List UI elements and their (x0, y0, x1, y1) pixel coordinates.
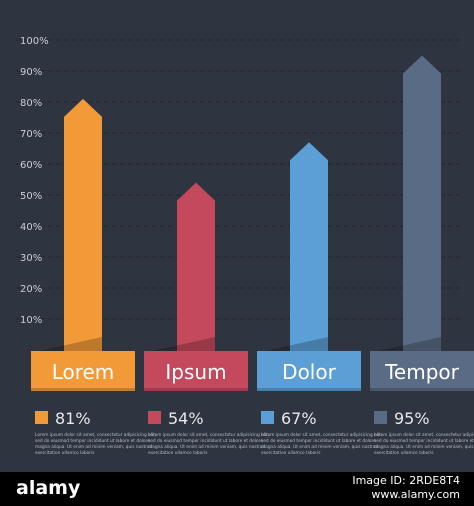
legend-swatch (374, 411, 387, 424)
description-text: Lorem ipsum dolor sit amet, consectetur … (374, 432, 474, 438)
footer-image-id: Image ID: 2RDE8T4 (352, 474, 460, 487)
bar-fold-shadow (39, 337, 102, 351)
chart-area: 10% 20% 30% 40% 50% 60% 70% 80% 90% 100% Lorem 81% L… (16, 36, 474, 456)
bar-fold-shadow (378, 337, 441, 351)
description-text: sed do eiusmod tempor incididunt ut labo… (148, 438, 263, 444)
description-text: exercitation ullamco laboris (261, 450, 321, 456)
description-text: exercitation ullamco laboris (374, 450, 434, 456)
bar-fold-shadow (152, 337, 215, 351)
y-tick-label: 40% (20, 222, 42, 233)
description-text: sed do eiusmod tempor incididunt ut labo… (35, 438, 150, 444)
category-label: Dolor (282, 360, 336, 384)
category-label: Tempor (384, 360, 460, 384)
category-banner (257, 351, 361, 391)
value-label: 67% (281, 409, 317, 428)
bar-dolor (290, 142, 328, 351)
y-tick-label: 60% (20, 160, 42, 171)
description-text: magna aliqua. Ut enim ad minim veniam, q… (148, 444, 266, 450)
category-label: Ipsum (165, 360, 226, 384)
description-text: magna aliqua. Ut enim ad minim veniam, q… (261, 444, 379, 450)
value-label: 81% (55, 409, 91, 428)
bar-tempor (403, 55, 441, 351)
category-label: Lorem (52, 360, 115, 384)
description-text: Lorem ipsum dolor sit amet, consectetur … (35, 432, 156, 438)
y-tick-label: 50% (20, 191, 42, 202)
category-banner (144, 351, 248, 391)
y-tick-label: 20% (20, 284, 42, 295)
description-text: exercitation ullamco laboris (148, 450, 208, 456)
banner-edge (370, 388, 474, 391)
legend-swatch (261, 411, 274, 424)
y-tick-label: 10% (20, 315, 42, 326)
y-tick-label: 70% (20, 129, 42, 140)
banner-edge (257, 388, 361, 391)
category-banner (370, 351, 474, 391)
banner-edge (144, 388, 248, 391)
description-text: sed do eiusmod tempor incididunt ut labo… (374, 438, 474, 444)
category-banner (31, 351, 135, 391)
footer-brand-logo: alamy (16, 477, 81, 499)
value-label: 54% (168, 409, 204, 428)
bar-chart: 10% 20% 30% 40% 50% 60% 70% 80% 90% 100% Lorem 81% L… (16, 36, 474, 456)
legend-swatch (148, 411, 161, 424)
y-tick-label: 30% (20, 253, 42, 264)
legend-swatch (35, 411, 48, 424)
description-text: magna aliqua. Ut enim ad minim veniam, q… (374, 444, 474, 450)
bar-lorem (64, 98, 102, 352)
description-text: Lorem ipsum dolor sit amet, consectetur … (261, 432, 382, 438)
footer-site: www.alamy.com (371, 488, 460, 501)
bar-fold-shadow (265, 337, 328, 351)
banner-edge (31, 388, 135, 391)
footer-bar: alamy Image ID: 2RDE8T4 www.alamy.com (0, 472, 474, 506)
y-tick-label: 90% (20, 67, 42, 78)
description-text: magna aliqua. Ut enim ad minim veniam, q… (35, 444, 153, 450)
description-text: exercitation ullamco laboris (35, 450, 95, 456)
value-label: 95% (394, 409, 430, 428)
bar-ipsum (177, 182, 215, 351)
description-text: Lorem ipsum dolor sit amet, consectetur … (148, 432, 269, 438)
description-text: sed do eiusmod tempor incididunt ut labo… (261, 438, 376, 444)
y-tick-label: 80% (20, 98, 42, 109)
footer-image-info: Image ID: 2RDE8T4 www.alamy.com (352, 474, 460, 502)
y-tick-label: 100% (20, 36, 49, 47)
